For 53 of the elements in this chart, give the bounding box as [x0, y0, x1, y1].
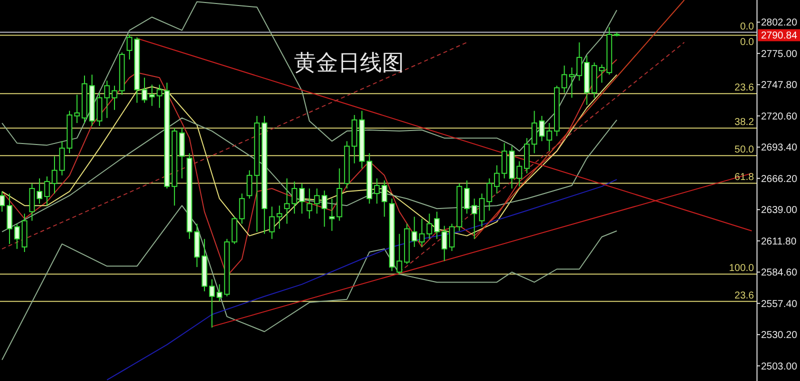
ref-line-label: 2790.84 — [761, 30, 798, 42]
price-marker: 2790.84 — [758, 29, 800, 42]
candlestick — [576, 42, 582, 82]
line-label: 61.8 — [734, 172, 754, 184]
candlestick — [502, 142, 508, 179]
candlestick — [486, 178, 492, 212]
candlestick — [292, 180, 298, 214]
line-label: 38.2 — [734, 117, 754, 128]
ytick-label: 2530.20 — [761, 330, 798, 342]
candlestick — [299, 182, 305, 214]
candlestick — [434, 211, 440, 240]
ytick-label: 2693.40 — [761, 142, 798, 154]
candlestick — [374, 178, 380, 204]
ytick-label: 2503.00 — [761, 361, 798, 372]
ytick-label: 2720.60 — [761, 111, 798, 122]
candlestick — [412, 216, 418, 248]
candlestick — [479, 193, 485, 228]
candlestick — [442, 225, 448, 262]
ytick-label: 2584.60 — [761, 268, 798, 279]
candlestick — [598, 64, 605, 84]
candlestick — [494, 164, 500, 194]
line-label: 23.6 — [734, 82, 754, 94]
candlestick — [546, 122, 552, 152]
candlestick — [284, 178, 290, 224]
candlestick — [419, 218, 425, 248]
candlestick — [426, 213, 432, 240]
candlestick — [449, 223, 455, 252]
candlestick — [539, 115, 545, 142]
line-label: 100.0 — [728, 263, 754, 274]
candlestick — [516, 160, 522, 187]
candlestick — [464, 180, 470, 214]
candlestick — [382, 180, 388, 218]
candlestick — [568, 67, 575, 98]
line-label: 0.0 — [740, 21, 754, 32]
ytick-label: 2802.20 — [761, 18, 798, 29]
ytick-label: 2775.00 — [761, 48, 798, 60]
candlestick — [396, 233, 402, 275]
candlestick — [329, 198, 335, 232]
ytick-label: 2747.80 — [761, 80, 798, 92]
candlestick — [561, 65, 568, 94]
line-label: 23.6 — [734, 290, 754, 302]
ytick-label: 2611.80 — [761, 236, 796, 248]
line-label: 0.0 — [740, 37, 754, 48]
candlestick — [322, 190, 328, 228]
line-label: 50.0 — [734, 144, 754, 156]
candlestick — [472, 198, 478, 240]
ytick-label: 2639.00 — [761, 205, 798, 216]
title: 黄金日线图 — [294, 51, 404, 76]
ytick-label: 2666.20 — [761, 174, 798, 185]
candlestick — [532, 110, 538, 154]
ytick-label: 2557.40 — [761, 298, 798, 310]
candlestick — [306, 188, 312, 220]
candlestick — [314, 188, 320, 214]
